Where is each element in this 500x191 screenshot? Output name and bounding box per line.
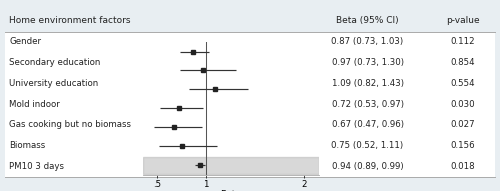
Text: Biomass: Biomass [9, 141, 45, 150]
Text: Beta (95% CI): Beta (95% CI) [336, 15, 399, 25]
Text: Gas cooking but no biomass: Gas cooking but no biomass [9, 120, 131, 129]
Text: 0.67 (0.47, 0.96): 0.67 (0.47, 0.96) [332, 120, 404, 129]
Text: Mold indoor: Mold indoor [9, 100, 60, 109]
Text: p-value: p-value [446, 15, 480, 25]
Text: Home environment factors: Home environment factors [9, 15, 130, 25]
Text: Gender: Gender [9, 37, 41, 46]
Text: 1.09 (0.82, 1.43): 1.09 (0.82, 1.43) [332, 79, 404, 88]
X-axis label: Beta: Beta [220, 190, 241, 191]
Text: 0.97 (0.73, 1.30): 0.97 (0.73, 1.30) [332, 58, 404, 67]
Text: 0.112: 0.112 [450, 37, 475, 46]
Text: 0.156: 0.156 [450, 141, 475, 150]
Text: PM10 3 days: PM10 3 days [9, 162, 64, 171]
Bar [142, 157, 319, 174]
Text: 0.854: 0.854 [450, 58, 475, 67]
Text: Secondary education: Secondary education [9, 58, 101, 67]
Text: 0.018: 0.018 [450, 162, 475, 171]
Text: 0.72 (0.53, 0.97): 0.72 (0.53, 0.97) [332, 100, 404, 109]
Text: 0.87 (0.73, 1.03): 0.87 (0.73, 1.03) [332, 37, 404, 46]
Text: 0.027: 0.027 [450, 120, 475, 129]
FancyBboxPatch shape [5, 32, 495, 177]
Text: University education: University education [9, 79, 98, 88]
Text: 0.75 (0.52, 1.11): 0.75 (0.52, 1.11) [332, 141, 404, 150]
Text: 0.554: 0.554 [450, 79, 475, 88]
Text: 0.030: 0.030 [450, 100, 475, 109]
Text: 0.94 (0.89, 0.99): 0.94 (0.89, 0.99) [332, 162, 404, 171]
